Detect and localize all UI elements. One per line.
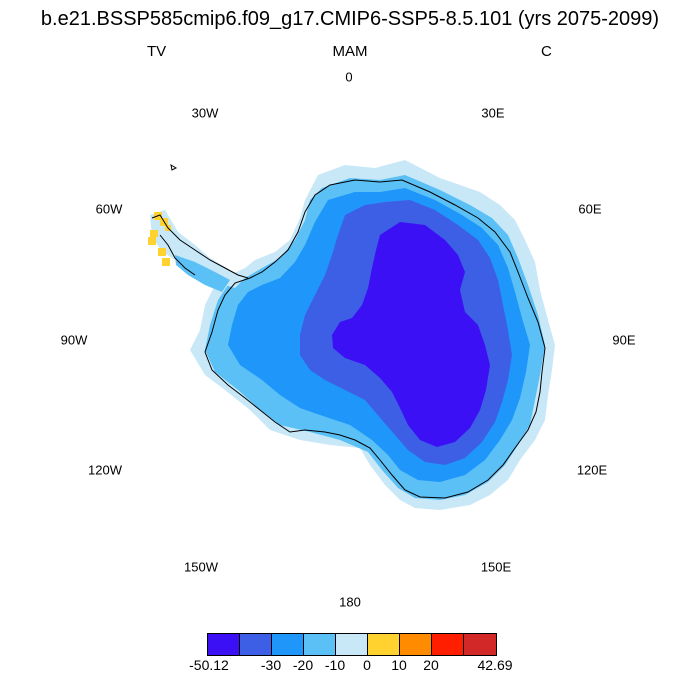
lon-label-30e: 30E — [481, 105, 505, 121]
units-label: C — [541, 43, 552, 60]
colorbar-label-max: 42.69 — [477, 657, 513, 673]
peninsula-lightest — [150, 210, 245, 288]
peninsula-light — [175, 255, 230, 292]
lon-label-90e: 90E — [612, 332, 636, 348]
lon-label-30w: 30W — [191, 105, 219, 121]
lon-label-60w: 60W — [95, 201, 123, 217]
coastline — [151, 163, 546, 499]
lon-label-0: 0 — [345, 69, 353, 85]
colorbar-box — [208, 634, 240, 655]
colorbar-label-m10: -10 — [324, 657, 346, 673]
colorbar-box — [336, 634, 368, 655]
colorbar — [207, 633, 497, 656]
colorbar-box — [304, 634, 336, 655]
lon-label-120e: 120E — [576, 462, 608, 478]
colorbar-label-0: 0 — [363, 657, 371, 673]
region-darkest — [332, 222, 490, 447]
lon-label-150e: 150E — [480, 559, 512, 575]
colorbar-label-10: 10 — [391, 657, 407, 673]
lon-label-90w: 90W — [60, 332, 88, 348]
colorbar-box — [272, 634, 304, 655]
colorbar-box — [432, 634, 464, 655]
lon-label-180: 180 — [339, 594, 361, 610]
colorbar-label-m20: -20 — [292, 657, 314, 673]
lon-label-60e: 60E — [578, 201, 602, 217]
colorbar-label-20: 20 — [423, 657, 439, 673]
plot-title: b.e21.BSSP585cmip6.f09_g17.CMIP6-SSP5-8.… — [40, 8, 660, 30]
lon-label-150w: 150W — [184, 559, 218, 575]
season-label: MAM — [332, 43, 368, 60]
colorbar-label-m30: -30 — [260, 657, 282, 673]
lon-label-120w: 120W — [88, 462, 122, 478]
colorbar-box — [464, 634, 496, 655]
colorbar-box — [368, 634, 400, 655]
variable-label: TV — [147, 43, 167, 60]
colorbar-label-min: -50.12 — [189, 657, 229, 673]
colorbar-box — [400, 634, 432, 655]
colorbar-box — [240, 634, 272, 655]
